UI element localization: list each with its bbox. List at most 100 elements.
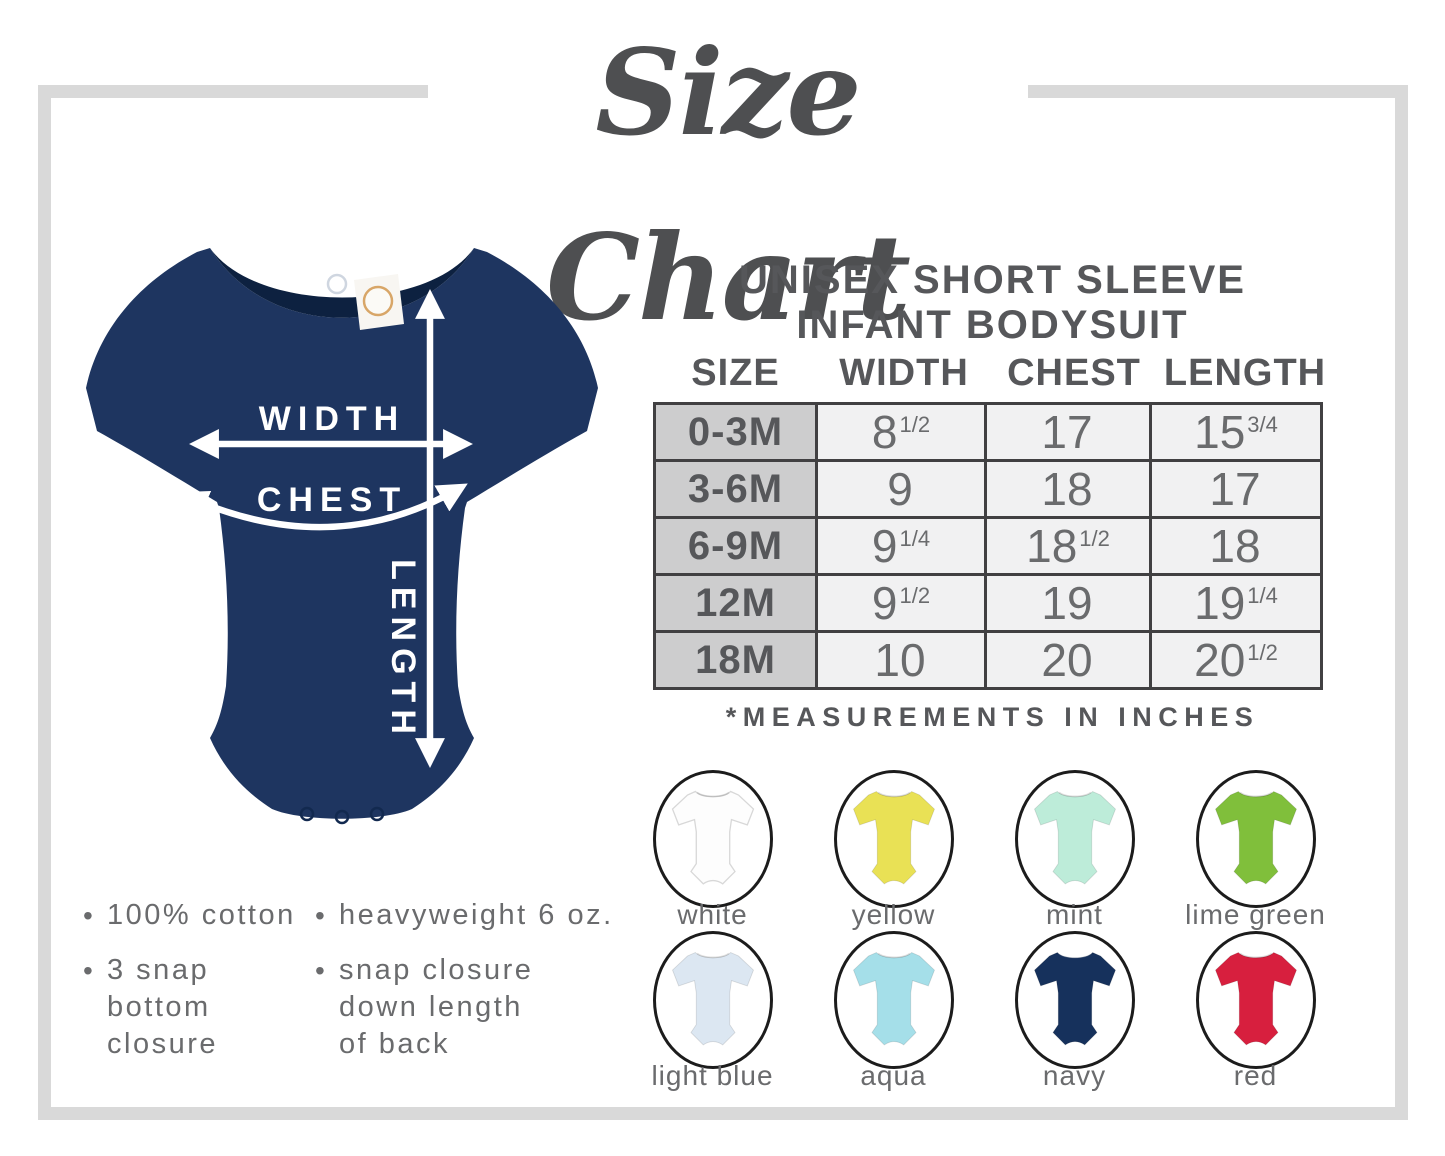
cell-value: 20 [1194,634,1246,686]
product-heading: UNISEX SHORT SLEEVE INFANT BODYSUIT [650,258,1335,348]
swatch-mint: mint [984,770,1165,931]
swatch-label: light blue [651,1060,774,1091]
swatch-circle [652,931,773,1069]
cell-value: 18 [1026,520,1078,572]
feature-item: heavyweight 6 oz. [315,897,635,934]
swatch-label: red [1233,1060,1278,1091]
cell-value: 9 [887,463,913,515]
length-label: LENGTH [384,559,422,741]
cell-fraction: 1/2 [1079,526,1110,551]
feature-column-1: 100% cotton 3 snap bottom closure [83,897,315,1081]
size-table: 0-3M 81/2 17 153/4 3-6M 9 18 17 6-9M 91/… [653,402,1323,690]
swatch-red: red [1165,931,1346,1092]
length-cell: 17 [1149,459,1323,519]
swatch-circle [1195,931,1316,1069]
cell-fraction: 1/2 [899,412,931,437]
swatch-circle [652,770,773,908]
swatch-light-blue: light blue [622,931,803,1092]
page-title: Size Chart [546,23,911,347]
width-cell: 91/2 [815,573,987,633]
cell-value: 9 [871,520,898,572]
table-row: 12M 91/2 19 191/4 [653,573,1323,633]
table-row: 3-6M 9 18 17 [653,459,1323,519]
swatch-circle [1014,931,1135,1069]
swatch-white: white [622,770,803,931]
length-cell: 191/4 [1149,573,1323,633]
swatch-circle [833,770,954,908]
cell-value: 15 [1194,406,1246,458]
feature-item: 3 snap bottom closure [83,952,315,1063]
swatch-label: white [677,899,748,930]
color-swatches: white yellow mint [622,770,1346,1092]
cell-fraction: 1/4 [1247,583,1278,608]
mini-bodysuit-icon [671,790,754,885]
swatch-circle [1014,770,1135,908]
neck-snap [326,273,348,295]
width-cell: 10 [815,630,987,690]
cell-value: 19 [1041,577,1093,629]
feature-column-2: heavyweight 6 oz. snap closure down leng… [315,897,635,1081]
cell-value: 10 [874,634,926,686]
bodysuit-illustration: WIDTH CHEST LENGTH [86,248,598,825]
length-cell: 18 [1149,516,1323,576]
swatch-circle [833,931,954,1069]
chest-cell: 20 [984,630,1152,690]
measurements-footnote: *MEASUREMENTS IN INCHES [725,702,1260,732]
cell-value: 18 [1209,520,1261,572]
swatch-circle [1195,770,1316,908]
mini-bodysuit-icon [852,951,935,1046]
size-cell: 12M [653,573,818,633]
tag-logo [362,285,394,317]
table-row: 0-3M 81/2 17 153/4 [653,402,1323,462]
crotch-snap [299,806,315,822]
column-header-width: WIDTH [839,352,969,394]
cell-value: 18 [1041,463,1093,515]
table-row: 6-9M 91/4 181/2 18 [653,516,1323,576]
mini-bodysuit-icon [1033,790,1116,885]
swatch-yellow: yellow [803,770,984,931]
crotch-snap [369,806,385,822]
size-cell: 6-9M [653,516,818,576]
frame-title-gap [428,83,1028,101]
cell-value: 8 [871,406,898,458]
feature-item: snap closure down length of back [315,952,635,1063]
cell-value: 17 [1041,406,1093,458]
measurement-diagram: WIDTH CHEST LENGTH [82,226,606,856]
neck-opening-shadow [210,248,474,318]
length-cell: 153/4 [1149,402,1323,462]
crotch-snap [334,809,350,825]
cell-fraction: 1/2 [1247,640,1278,665]
column-header-size: SIZE [691,352,780,394]
column-header-length: LENGTH [1163,352,1327,394]
product-heading-line2: INFANT BODYSUIT [796,303,1189,347]
product-heading-line1: UNISEX SHORT SLEEVE [739,258,1246,302]
swatch-navy: navy [984,931,1165,1092]
swatch-label: aqua [860,1060,927,1091]
decorative-frame [38,85,1408,1120]
column-header-chest: CHEST [1007,352,1141,394]
length-cell: 201/2 [1149,630,1323,690]
table-header-row: SIZE WIDTH CHEST LENGTH [653,352,1332,395]
mini-bodysuit-icon [852,790,935,885]
swatch-lime-green: lime green [1165,770,1346,931]
mini-bodysuit-icon [1214,790,1297,885]
feature-list: 100% cotton 3 snap bottom closure heavyw… [83,897,635,1081]
cell-value: 9 [871,577,898,629]
swatch-label: lime green [1185,899,1326,930]
swatch-label: navy [1042,1060,1107,1091]
table-row: 18M 10 20 201/2 [653,630,1323,690]
width-cell: 9 [815,459,987,519]
width-cell: 81/2 [815,402,987,462]
chest-label: CHEST [257,481,407,519]
width-cell: 91/4 [815,516,987,576]
garment-body [86,248,598,819]
mini-bodysuit-icon [1033,951,1116,1046]
size-cell: 18M [653,630,818,690]
size-cell: 0-3M [653,402,818,462]
chest-cell: 18 [984,459,1152,519]
size-cell: 3-6M [653,459,818,519]
cell-value: 17 [1209,463,1261,515]
swatch-aqua: aqua [803,931,984,1092]
chest-cell: 17 [984,402,1152,462]
